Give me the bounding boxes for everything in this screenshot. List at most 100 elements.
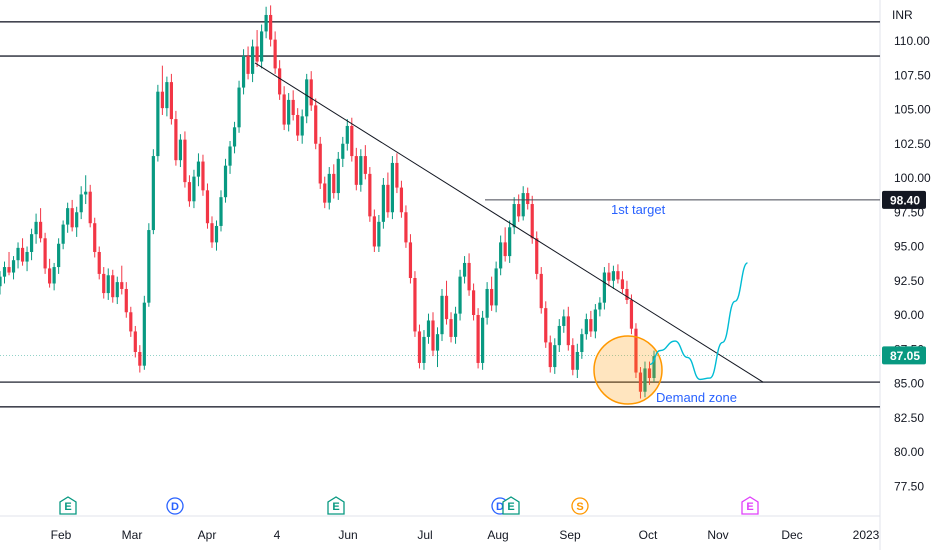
candle[interactable] (643, 361, 647, 398)
candle[interactable] (368, 167, 372, 222)
candle[interactable] (512, 197, 516, 235)
candle[interactable] (192, 169, 196, 209)
candle[interactable] (214, 220, 219, 251)
candle[interactable] (228, 141, 232, 174)
event-marker[interactable]: E (59, 496, 77, 515)
candle[interactable] (526, 187, 530, 210)
candle[interactable] (187, 175, 192, 207)
candle[interactable] (70, 199, 74, 232)
candle[interactable] (431, 312, 435, 357)
candle[interactable] (246, 46, 250, 80)
candle[interactable] (449, 312, 453, 343)
candle[interactable] (435, 327, 440, 368)
candle[interactable] (300, 109, 304, 144)
candle[interactable] (25, 246, 29, 272)
candle[interactable] (88, 184, 92, 228)
event-marker[interactable]: E (502, 496, 520, 515)
candle[interactable] (359, 149, 363, 192)
candle[interactable] (372, 209, 376, 252)
candle[interactable] (341, 136, 345, 168)
candle[interactable] (481, 310, 485, 370)
event-marker[interactable]: E (327, 496, 345, 515)
candle[interactable] (43, 232, 47, 274)
candle[interactable] (508, 220, 512, 263)
candle[interactable] (377, 214, 381, 252)
candle[interactable] (93, 217, 97, 258)
candle[interactable] (395, 153, 399, 194)
candle[interactable] (2, 261, 7, 284)
candle[interactable] (426, 313, 431, 344)
candle[interactable] (305, 73, 309, 124)
candle[interactable] (151, 149, 155, 235)
candle[interactable] (553, 338, 557, 374)
candle[interactable] (354, 147, 358, 191)
candle[interactable] (48, 258, 52, 288)
candle[interactable] (593, 304, 597, 339)
candle[interactable] (309, 71, 313, 111)
candle[interactable] (453, 306, 458, 344)
candle[interactable] (485, 282, 489, 325)
candle[interactable] (363, 145, 367, 180)
candle[interactable] (160, 65, 164, 115)
event-marker[interactable]: S (571, 497, 589, 515)
candle[interactable] (647, 361, 652, 385)
candle[interactable] (0, 271, 2, 295)
candle[interactable] (232, 121, 237, 154)
candle[interactable] (174, 110, 178, 166)
candle[interactable] (413, 271, 417, 337)
candle[interactable] (557, 319, 561, 352)
candle[interactable] (629, 294, 634, 335)
candle[interactable] (11, 256, 16, 280)
candle[interactable] (142, 295, 146, 370)
candle[interactable] (517, 194, 521, 222)
candle[interactable] (350, 117, 354, 162)
candle[interactable] (458, 269, 462, 321)
candle[interactable] (75, 206, 79, 237)
candle[interactable] (241, 49, 246, 95)
candle[interactable] (530, 195, 534, 244)
candle[interactable] (381, 178, 385, 229)
candle[interactable] (336, 151, 340, 200)
candle[interactable] (138, 345, 142, 373)
candle[interactable] (102, 267, 106, 299)
candle[interactable] (566, 306, 570, 351)
candle[interactable] (386, 172, 390, 218)
candle[interactable] (544, 301, 548, 348)
candle[interactable] (250, 39, 255, 83)
candle[interactable] (111, 269, 115, 303)
candle[interactable] (106, 268, 110, 300)
candle[interactable] (147, 223, 151, 307)
candle[interactable] (314, 98, 318, 150)
candle[interactable] (273, 31, 277, 74)
candle[interactable] (84, 175, 88, 205)
candle[interactable] (611, 265, 616, 289)
candle[interactable] (408, 234, 413, 284)
candle[interactable] (61, 220, 65, 250)
candle[interactable] (652, 350, 656, 383)
candle[interactable] (323, 176, 327, 209)
demand-zone-circle[interactable] (593, 335, 663, 405)
candle[interactable] (521, 186, 525, 221)
candle[interactable] (584, 313, 588, 340)
candle[interactable] (156, 84, 160, 162)
candle[interactable] (440, 288, 444, 342)
candle[interactable] (269, 5, 273, 47)
candle[interactable] (580, 328, 584, 359)
candle[interactable] (620, 271, 625, 294)
event-marker[interactable]: E (741, 496, 759, 515)
candle[interactable] (52, 262, 56, 291)
candle[interactable] (296, 108, 300, 142)
event-marker[interactable]: D (166, 497, 184, 515)
candle[interactable] (602, 267, 606, 310)
candle[interactable] (422, 330, 426, 370)
candle[interactable] (223, 158, 228, 203)
candle[interactable] (598, 297, 602, 317)
candle[interactable] (467, 253, 471, 296)
candle[interactable] (255, 30, 259, 68)
candle[interactable] (571, 338, 575, 376)
candle[interactable] (494, 261, 498, 313)
candle[interactable] (129, 306, 133, 337)
candle[interactable] (178, 134, 183, 168)
candle[interactable] (38, 208, 43, 243)
